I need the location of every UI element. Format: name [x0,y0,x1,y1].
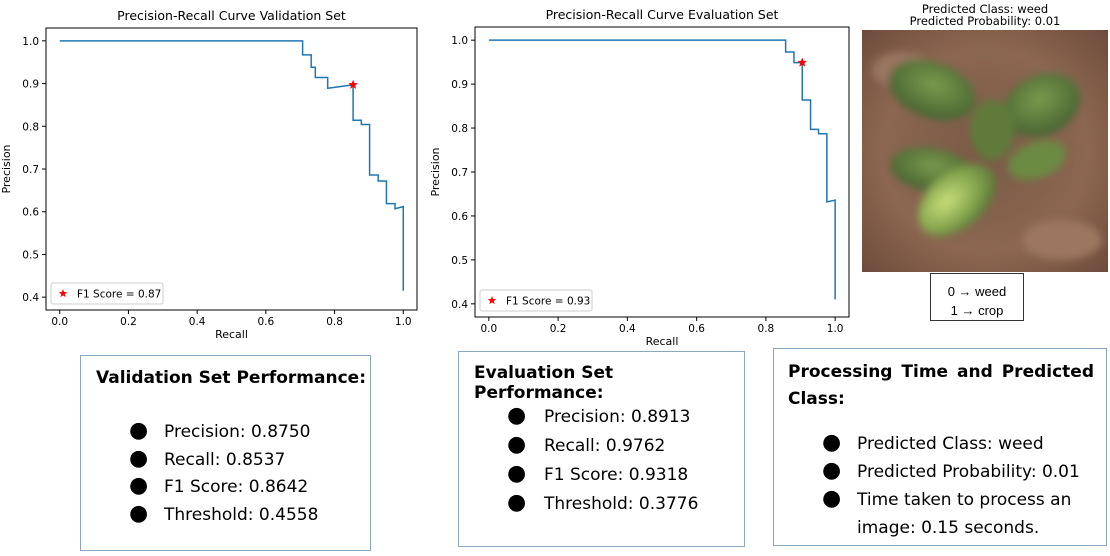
plot-area-frame [45,27,418,311]
processing-time-text-line1: Time taken to process an [857,490,1072,510]
y-tick-label: 1.0 [451,35,468,47]
x-tick-label: 0.2 [120,316,137,328]
metric-precision: Precision: 0.8913 [544,407,691,427]
list-item: ● Predicted Class: weed [822,430,1044,455]
list-item: ● Predicted Probability: 0.01 [822,458,1080,483]
evaluation-performance-box: Evaluation Set Performance: ● Precision: … [458,351,745,547]
y-tick-label: 0.5 [451,255,468,267]
legend-star-icon [58,289,68,298]
pr-curve-line [59,40,405,291]
legend-box [479,289,593,312]
x-tick-label: 1.0 [827,323,844,335]
processing-heading-line2: Class: [788,389,845,409]
y-tick-label: 0.5 [22,249,39,261]
x-tick-label: 0.0 [51,316,68,328]
metric-recall: Recall: 0.8537 [164,449,286,470]
y-tick-label: 0.4 [451,299,468,311]
prediction-image-panel: Predicted Class: weed Predicted Probabil… [860,0,1110,280]
x-tick-label: 0.8 [326,316,343,328]
legend-label: F1 Score = 0.87 [77,289,161,301]
list-item: ● Time taken to process an [822,486,1072,511]
y-tick-label: 0.7 [451,167,468,179]
image-title-probability: Predicted Probability: 0.01 [909,14,1061,28]
x-tick-label: 1.0 [395,316,412,328]
y-tick-label: 0.9 [451,79,468,91]
y-tick-label: 0.8 [22,121,39,133]
y-tick-label: 0.4 [22,292,39,304]
y-axis-label: Precision [429,147,442,196]
class-map-crop: 1 → crop [950,303,1004,318]
legend-label: F1 Score = 0.93 [506,296,590,308]
x-axis-label: Recall [646,335,679,345]
metric-precision: Precision: 0.8750 [164,422,311,442]
processing-time-text-line2: image: 0.15 seconds. [857,518,1040,538]
validation-performance-box: Validation Set Performance: ● Precision: … [80,355,371,551]
processing-time-box: Processing Time and Predicted Class: ● Pr… [773,348,1107,546]
metric-threshold: Threshold: 0.3776 [544,494,699,514]
f1-best-point-marker [797,57,808,67]
precision-recall-chart-evaluation: Precision-Recall Curve Evaluation Set 0.0… [429,7,850,345]
y-tick-label: 0.8 [451,123,468,135]
x-tick-label: 0.4 [619,323,636,335]
x-axis-label: Recall [215,328,248,341]
x-tick-label: 0.6 [258,316,275,328]
processing-details-list: ● Predicted Class: weed ● Predicted Probab… [822,430,1092,546]
y-tick-label: 1.0 [22,36,39,48]
y-tick-label: 0.7 [22,164,39,176]
x-tick-label: 0.4 [189,316,206,328]
evaluation-heading: Evaluation Set Performance: [474,363,614,403]
y-tick-label: 0.9 [22,79,39,91]
image-title-class: Predicted Class: weed [921,2,1049,16]
list-item: image: 0.15 seconds. [822,518,1092,546]
plot-area-frame [474,26,850,318]
f1-best-point-marker [348,79,359,90]
y-tick-label: 0.6 [451,211,468,223]
x-tick-label: 0.6 [688,323,705,335]
class-mapping-legend: 0 → weed 1 → crop [930,273,1024,321]
y-tick-label: 0.6 [22,207,39,219]
validation-heading: Validation Set Performance: [96,368,366,388]
metric-f1: F1 Score: 0.9318 [544,465,689,485]
metric-threshold: Threshold: 0.4558 [164,504,319,525]
predicted-class-text: Predicted Class: weed [857,434,1044,454]
processing-heading-line1: Processing Time and Predicted [788,362,1094,382]
chart-title: Precision-Recall Curve Evaluation Set [546,7,779,22]
x-tick-label: 0.0 [481,323,498,335]
metric-f1: F1 Score: 0.8642 [164,477,309,497]
class-map-weed: 0 → weed [947,284,1007,299]
pr-curve-line [488,39,836,300]
legend-star-icon [487,296,497,305]
x-tick-label: 0.8 [758,323,775,335]
predicted-probability-text: Predicted Probability: 0.01 [857,462,1080,482]
x-tick-label: 0.2 [550,323,567,335]
precision-recall-chart-validation: Precision-Recall Curve Validation Set 0.0… [0,8,418,341]
y-axis-label: Precision [0,144,13,193]
chart-title: Precision-Recall Curve Validation Set [117,8,346,23]
metric-recall: Recall: 0.9762 [544,436,666,456]
legend-box [50,282,164,305]
plant-image [862,30,1108,272]
